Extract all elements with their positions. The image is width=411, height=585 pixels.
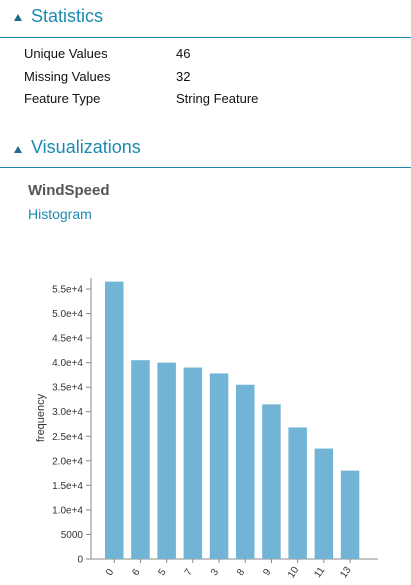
bar — [314, 448, 334, 559]
y-tick-label: 5000 — [61, 530, 84, 541]
stats-key: Unique Values — [24, 46, 108, 61]
statistics-header[interactable]: Statistics — [0, 0, 411, 38]
x-tick-label: 8 — [235, 567, 247, 578]
x-tick-label: 13 — [338, 564, 354, 580]
visualization-type-link[interactable]: Histogram — [28, 206, 92, 222]
bar — [209, 373, 229, 559]
bar — [105, 281, 124, 559]
bar — [288, 427, 307, 559]
statistics-title: Statistics — [31, 6, 104, 26]
y-tick-label: 4.0e+4 — [52, 358, 83, 369]
bar — [236, 384, 255, 559]
stats-key: Feature Type — [24, 91, 101, 106]
x-tick-label: 9 — [261, 567, 273, 578]
y-tick-label: 2.0e+4 — [52, 456, 83, 467]
y-tick-label: 5.0e+4 — [52, 309, 83, 320]
y-tick-label: 2.5e+4 — [52, 432, 83, 443]
bar — [262, 404, 281, 559]
bar — [131, 360, 150, 559]
y-tick-label: 3.5e+4 — [52, 383, 83, 394]
stats-key: Missing Values — [24, 68, 111, 84]
x-tick-label: 6 — [130, 567, 142, 578]
bar — [157, 362, 176, 559]
x-tick-label: 10 — [286, 564, 302, 580]
collapse-triangle-icon[interactable] — [14, 146, 22, 153]
stats-value: 32 — [176, 68, 191, 84]
y-tick-label: 1.5e+4 — [52, 481, 83, 492]
x-tick-label: 5 — [157, 567, 169, 578]
x-tick-label: 3 — [209, 567, 221, 578]
visualizations-title: Visualizations — [31, 137, 141, 157]
stats-value: String Feature — [176, 91, 259, 106]
y-axis-title: frequency — [35, 393, 47, 442]
bar — [183, 367, 203, 559]
x-tick-label: 11 — [312, 565, 327, 580]
x-tick-label: 0 — [104, 567, 116, 578]
bar — [340, 470, 360, 559]
feature-name: WindSpeed — [28, 182, 110, 199]
y-tick-label: 3.0e+4 — [52, 407, 83, 418]
histogram-chart: 0 5000 1.0e+4 1.5e+4 2.0e+4 2.5e+4 3.0e+4 3.5e+… — [35, 278, 378, 580]
stats-value: 46 — [176, 46, 191, 61]
x-tick-label: 7 — [183, 567, 195, 578]
collapse-triangle-icon[interactable] — [14, 14, 22, 21]
y-tick-label: 0 — [77, 555, 83, 566]
visualizations-header[interactable]: Visualizations — [0, 130, 411, 168]
y-tick-label: 1.0e+4 — [52, 505, 83, 516]
y-tick-label: 5.5e+4 — [52, 285, 83, 296]
y-tick-label: 4.5e+4 — [52, 334, 83, 345]
